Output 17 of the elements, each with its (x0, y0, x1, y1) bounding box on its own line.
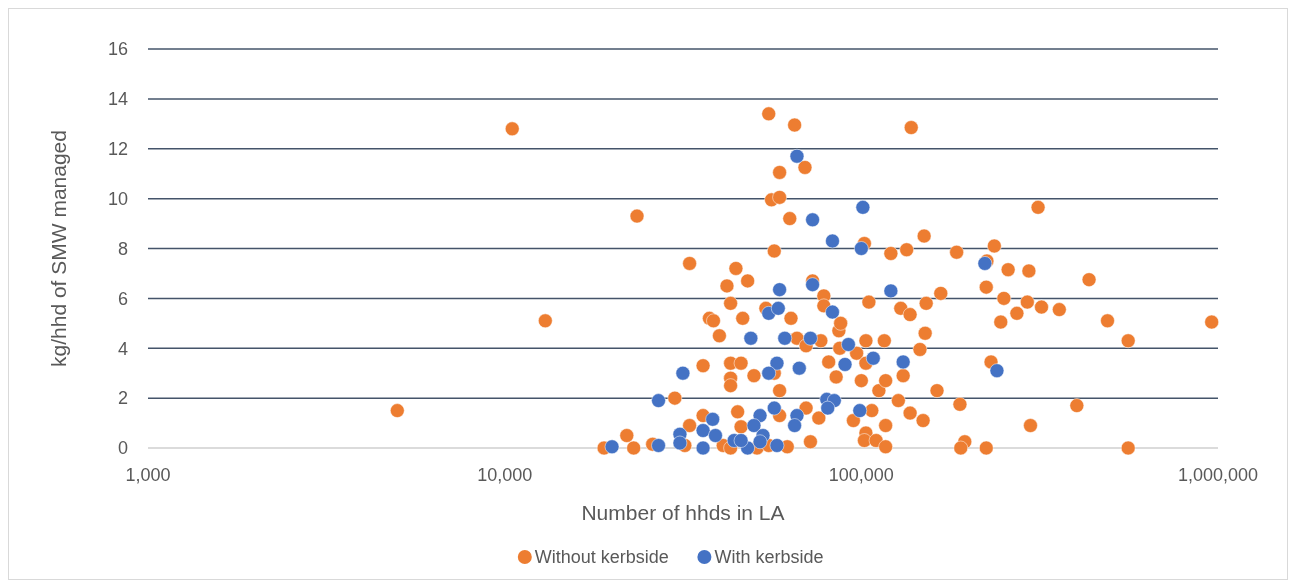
legend-label: Without kerbside (534, 547, 669, 568)
y-tick-label: 2 (117, 388, 128, 409)
x-axis-title: Number of hhds in LA (581, 501, 785, 524)
x-tick-label: 1,000,000 (1177, 465, 1259, 485)
legend-label: With kerbside (714, 547, 824, 568)
y-tick-label: 0 (117, 438, 128, 459)
x-tick-label: 100,000 (828, 465, 894, 485)
y-tick-label: 4 (117, 338, 128, 359)
y-tick-label: 8 (117, 238, 128, 259)
y-tick-label: 10 (107, 188, 128, 209)
x-tick-label: 10,000 (477, 465, 533, 485)
y-tick-label: 14 (107, 89, 128, 110)
y-tick-label: 12 (107, 139, 128, 160)
y-axis-title: kg/hhd of SMW managed (47, 130, 70, 367)
x-tick-label: 1,000 (125, 465, 171, 485)
y-tick-label: 6 (117, 288, 128, 309)
y-tick-label: 16 (107, 39, 128, 60)
